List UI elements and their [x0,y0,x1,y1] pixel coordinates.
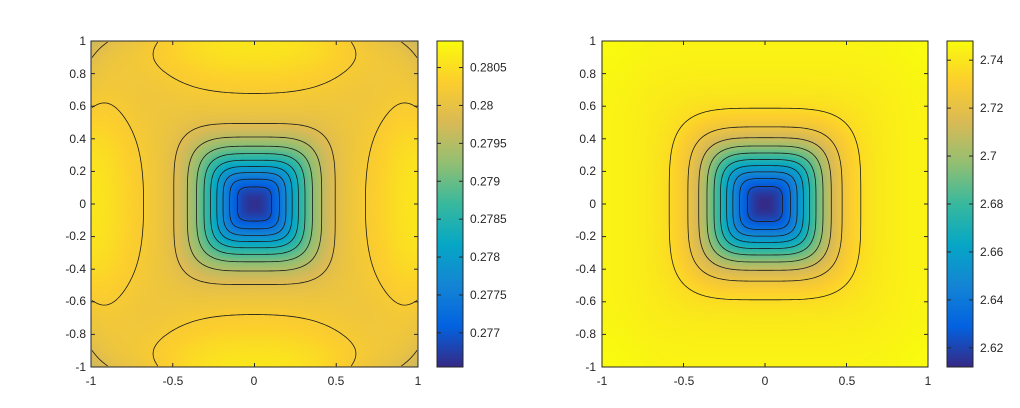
left-colorbar: 0.2805 0.28 0.2795 0.279 0.2785 0.278 0.… [436,40,507,368]
right-colorbar-tick-label: 2.7 [980,149,997,163]
left-y-tick-label: 0 [79,197,86,211]
right-y-tick-label: 0 [589,197,596,211]
left-y-tick-label: 1 [79,34,86,48]
left-colorbar-tick-label: 0.2785 [470,212,507,226]
right-x-tick-label: 1 [925,374,932,388]
contour-line [698,137,832,271]
right-y-tick-label: -0.8 [575,327,596,341]
left-y-tick-label: 0.2 [69,164,86,178]
left-y-tick-label: 0.8 [69,67,86,81]
left-heatmap-image [91,41,418,367]
right-heatmap-plot [601,40,929,368]
right-contour-lines [668,107,862,301]
right-colorbar-tick-label: 2.72 [980,101,1004,115]
right-colorbar-tick-label: 2.68 [980,197,1004,211]
left-colorbar-tick-label: 0.278 [470,250,500,264]
left-colorbar-tick-label: 0.277 [470,326,500,340]
contour-line [210,159,299,249]
left-contour-lines [91,41,418,367]
left-colorbar-gradient [437,41,463,367]
left-colorbar-frame [436,40,464,368]
right-y-tick-label: -1 [585,360,596,374]
contour-line [229,178,280,230]
contour-line [713,152,817,256]
left-colorbar-tick-label: 0.28 [470,98,494,112]
right-colorbar-gradient [947,41,973,367]
right-y-tick-label: -0.2 [575,229,596,243]
contour-line [747,186,783,222]
right-colorbar-tick-label: 2.74 [980,53,1004,67]
right-colorbar-ticks: 2.74 2.72 2.7 2.68 2.66 2.64 2.62 [947,53,1004,355]
contour-line [91,41,418,367]
right-x-tick-label: -0.5 [674,374,695,388]
right-y-tick-label: 0.8 [579,67,596,81]
right-colorbar-tick-label: 2.64 [980,293,1004,307]
right-heatmap-image [602,41,928,367]
left-heatmap-plot [90,40,419,368]
right-colorbar-tick-label: 2.66 [980,245,1004,259]
left-x-tick-label: 0.5 [328,374,345,388]
left-colorbar-tick-label: 0.2795 [470,136,507,150]
right-y-tick-label: 0.4 [579,132,596,146]
contour-line [706,145,824,263]
right-y-tick-label: 0.2 [579,164,596,178]
left-y-tick-label: -0.2 [65,229,86,243]
contour-line [732,171,798,237]
right-x-tick-label: 0 [762,374,769,388]
contour-line [91,41,418,367]
contour-line [687,126,843,282]
contour-line [739,178,791,230]
right-y-tick-label: 0.6 [579,99,596,113]
left-x-tick-label: 0 [251,374,258,388]
contour-line [216,166,293,242]
left-y-tick-label: -0.6 [65,294,86,308]
right-colorbar: 2.74 2.72 2.7 2.68 2.66 2.64 2.62 [946,40,1004,368]
left-y-ticks: 1 0.8 0.6 0.4 0.2 0 -0.2 -0.4 -0.6 -0.8 … [65,34,86,374]
left-colorbar-ticks: 0.2805 0.28 0.2795 0.279 0.2785 0.278 0.… [437,61,507,340]
contour-line [222,172,287,236]
contour-line [720,159,810,249]
contour-line [186,136,323,272]
left-y-tick-label: -0.8 [65,327,86,341]
contour-line [237,186,272,222]
right-panel: 1 0.8 0.6 0.4 0.2 0 -0.2 -0.4 -0.6 -0.8 … [575,34,1003,388]
right-x-tick-label: 0.5 [839,374,856,388]
left-y-tick-label: 0.6 [69,99,86,113]
contour-line [203,153,306,255]
left-colorbar-tick-label: 0.279 [470,174,500,188]
right-y-tick-label: -0.4 [575,262,596,276]
left-y-tick-label: -0.4 [65,262,86,276]
left-y-tick-label: 0.4 [69,132,86,146]
left-y-tick-label: -1 [75,360,86,374]
right-colorbar-tick-label: 2.62 [980,341,1004,355]
right-x-tick-label: -1 [597,374,608,388]
contour-line [196,145,313,263]
left-x-tick-label: 1 [415,374,422,388]
left-x-tick-label: -0.5 [163,374,184,388]
right-y-tick-label: -0.6 [575,294,596,308]
left-colorbar-tick-label: 0.2775 [470,288,507,302]
left-x-ticks: -1 -0.5 0 0.5 1 [86,374,422,388]
left-x-tick-label: -1 [86,374,97,388]
contour-line [726,165,804,243]
left-panel: 1 0.8 0.6 0.4 0.2 0 -0.2 -0.4 -0.6 -0.8 … [65,34,507,388]
right-x-ticks: -1 -0.5 0 0.5 1 [597,374,932,388]
right-y-tick-label: 1 [589,34,596,48]
right-y-ticks: 1 0.8 0.6 0.4 0.2 0 -0.2 -0.4 -0.6 -0.8 … [575,34,596,374]
contour-line [668,107,862,301]
left-colorbar-tick-label: 0.2805 [470,61,507,75]
